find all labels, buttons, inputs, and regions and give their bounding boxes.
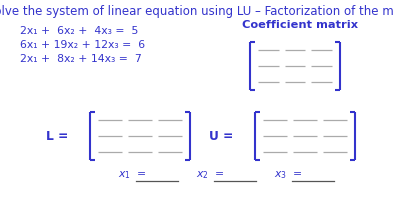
Text: Coefficient matrix: Coefficient matrix (242, 20, 358, 30)
Text: 2x₁ +  6x₂ +  4x₃ =  5: 2x₁ + 6x₂ + 4x₃ = 5 (20, 26, 138, 36)
Text: $x_3$  =: $x_3$ = (274, 169, 303, 181)
Text: 2x₁ +  8x₂ + 14x₃ =  7: 2x₁ + 8x₂ + 14x₃ = 7 (20, 54, 142, 64)
Text: L =: L = (46, 130, 68, 142)
Text: 6x₁ + 19x₂ + 12x₃ =  6: 6x₁ + 19x₂ + 12x₃ = 6 (20, 40, 145, 50)
Text: U =: U = (209, 130, 233, 142)
Text: $x_2$  =: $x_2$ = (196, 169, 225, 181)
Text: $x_1$  =: $x_1$ = (118, 169, 147, 181)
Text: 1. Solve the system of linear equation using LU – Factorization of the matrix: 1. Solve the system of linear equation u… (0, 5, 394, 18)
